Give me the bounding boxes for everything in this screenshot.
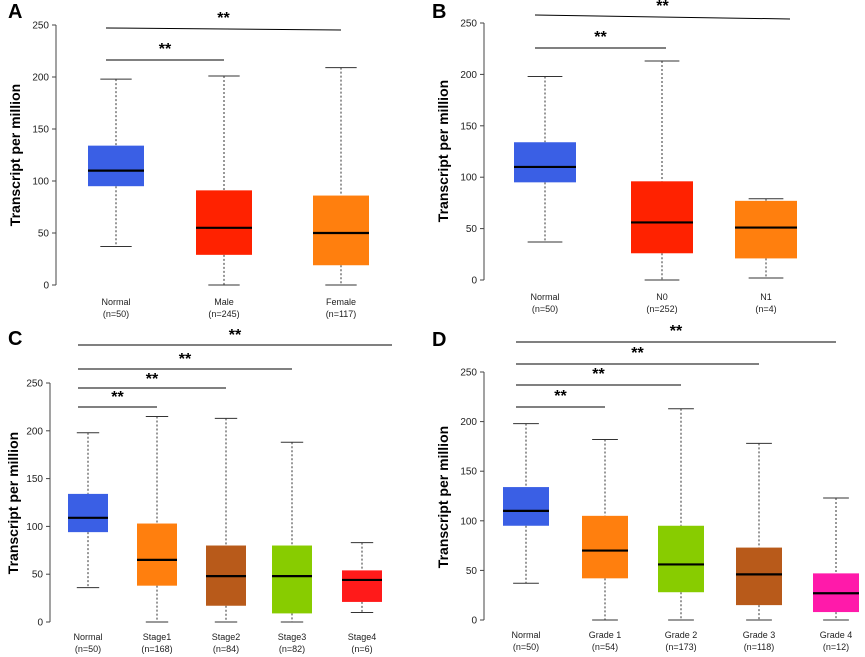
category-count: (n=12) (823, 642, 849, 652)
box-n1 (735, 200, 797, 259)
category-label: Stage4 (348, 632, 377, 642)
box-normal (503, 487, 549, 526)
box-normal (88, 145, 144, 187)
box-grade-2 (658, 525, 704, 593)
y-axis-label: Transcript per million (7, 84, 23, 226)
category-label: Grade 4 (820, 630, 853, 640)
category-count: (n=50) (513, 642, 539, 652)
category-label: Normal (101, 297, 130, 307)
box-male (196, 190, 252, 255)
panel-label-C: C (8, 328, 22, 350)
category-label: Male (214, 297, 234, 307)
significance-label: ** (159, 41, 172, 58)
y-tick-label: 200 (26, 426, 43, 437)
significance-label: ** (146, 371, 159, 388)
box-n0 (631, 181, 693, 254)
significance-label: ** (594, 29, 607, 46)
y-tick-label: 0 (37, 618, 43, 629)
box-female (313, 195, 369, 266)
category-count: (n=50) (532, 304, 558, 314)
y-tick-label: 0 (471, 276, 477, 287)
y-axis-label: Transcript per million (435, 80, 451, 222)
category-count: (n=117) (326, 309, 357, 319)
y-axis-label: Transcript per million (435, 426, 451, 568)
category-count: (n=82) (279, 644, 305, 654)
category-label: Stage2 (212, 632, 241, 642)
y-tick-label: 200 (32, 73, 49, 84)
y-tick-label: 150 (32, 125, 49, 136)
category-label: N1 (760, 292, 772, 302)
significance-label: ** (656, 0, 669, 15)
category-label: Grade 2 (665, 630, 698, 640)
significance-label: ** (554, 388, 567, 405)
category-label: Stage3 (278, 632, 307, 642)
category-count: (n=84) (213, 644, 239, 654)
y-tick-label: 50 (38, 229, 50, 240)
box-normal (68, 493, 108, 533)
significance-label: ** (217, 10, 230, 27)
panel-label-D: D (432, 329, 446, 351)
significance-label: ** (229, 327, 242, 344)
y-tick-label: 50 (466, 224, 478, 235)
panel-label-B: B (432, 1, 446, 23)
y-tick-label: 100 (26, 522, 43, 533)
category-count: (n=245) (208, 309, 239, 319)
category-label: Normal (530, 292, 559, 302)
category-label: Stage1 (143, 632, 172, 642)
significance-label: ** (179, 351, 192, 368)
y-tick-label: 50 (466, 566, 478, 577)
y-tick-label: 250 (32, 21, 49, 32)
category-label: Normal (511, 630, 540, 640)
category-count: (n=6) (351, 644, 372, 654)
category-count: (n=168) (141, 644, 172, 654)
y-tick-label: 50 (32, 570, 44, 581)
y-tick-label: 250 (460, 19, 477, 30)
y-tick-label: 0 (471, 616, 477, 627)
box-stage3 (272, 545, 312, 614)
significance-label: ** (670, 323, 683, 340)
category-count: (n=4) (755, 304, 776, 314)
category-label: N0 (656, 292, 668, 302)
box-normal (514, 142, 576, 183)
y-tick-label: 150 (460, 467, 477, 478)
panel-label-A: A (8, 1, 22, 23)
significance-label: ** (631, 345, 644, 362)
box-stage1 (137, 523, 177, 586)
significance-line (534, 14, 791, 20)
y-tick-label: 200 (460, 417, 477, 428)
category-count: (n=118) (744, 642, 775, 652)
category-count: (n=54) (592, 642, 618, 652)
category-count: (n=50) (75, 644, 101, 654)
y-tick-label: 150 (26, 474, 43, 485)
significance-line (105, 27, 342, 31)
category-label: Grade 3 (743, 630, 776, 640)
y-tick-label: 250 (26, 379, 43, 390)
category-label: Female (326, 297, 356, 307)
y-tick-label: 250 (460, 368, 477, 379)
box-grade-3 (736, 547, 782, 606)
box-stage4 (342, 570, 382, 602)
category-count: (n=252) (646, 304, 677, 314)
category-label: Normal (73, 632, 102, 642)
significance-label: ** (592, 366, 605, 383)
y-tick-label: 150 (460, 121, 477, 132)
category-count: (n=50) (103, 309, 129, 319)
category-label: Grade 1 (589, 630, 622, 640)
box-grade-1 (582, 515, 628, 579)
category-count: (n=173) (665, 642, 696, 652)
y-tick-label: 200 (460, 70, 477, 81)
y-tick-label: 100 (460, 173, 477, 184)
y-tick-label: 100 (460, 516, 477, 527)
y-tick-label: 0 (43, 281, 49, 292)
y-axis-label: Transcript per million (5, 432, 21, 574)
significance-label: ** (111, 389, 124, 406)
y-tick-label: 100 (32, 177, 49, 188)
